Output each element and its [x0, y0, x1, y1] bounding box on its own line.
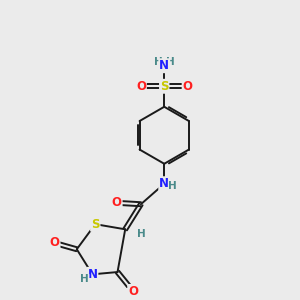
Text: N: N: [159, 59, 169, 72]
Text: O: O: [183, 80, 193, 93]
Text: H: H: [168, 181, 177, 191]
Text: O: O: [112, 196, 122, 209]
Text: N: N: [159, 177, 169, 190]
Text: S: S: [91, 218, 100, 231]
Text: N: N: [87, 268, 98, 281]
Text: H: H: [166, 57, 175, 67]
Text: H: H: [80, 274, 89, 284]
Text: S: S: [160, 80, 169, 93]
Text: H: H: [136, 230, 145, 239]
Text: H: H: [154, 57, 162, 67]
Text: O: O: [128, 285, 138, 298]
Text: O: O: [50, 236, 59, 250]
Text: O: O: [136, 80, 146, 93]
